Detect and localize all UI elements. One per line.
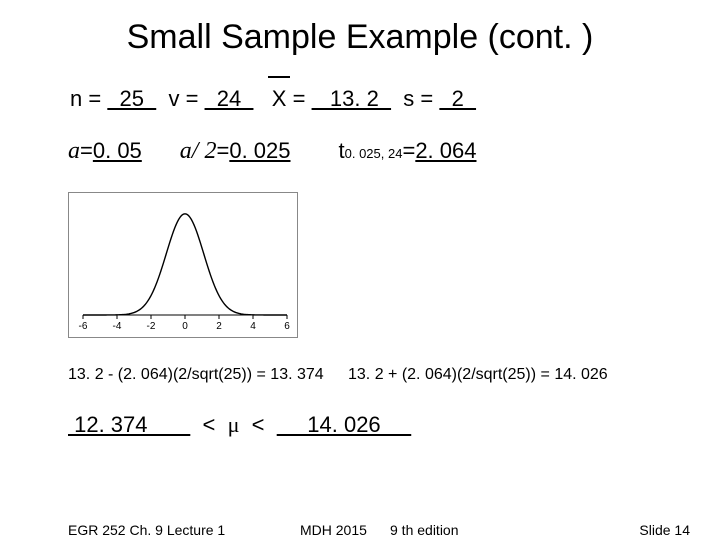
ci-lower: 12. 374 xyxy=(68,412,190,438)
v-label: v = xyxy=(156,86,204,112)
parameters-row: n = 25 v = 24 X = 13. 2 s = 2 xyxy=(70,86,476,112)
bell-curve-svg: -6 -4 -2 0 2 4 6 xyxy=(69,193,297,337)
confidence-interval-row: 12. 374 < μ < 14. 026 xyxy=(68,412,411,438)
alpha-symbol: a xyxy=(68,138,80,165)
footer-edition: 9 th edition xyxy=(390,522,459,538)
svg-text:0: 0 xyxy=(182,321,188,332)
alpha2-eq: = xyxy=(216,138,229,164)
calc-upper: 13. 2 + (2. 064)(2/sqrt(25)) = 14. 026 xyxy=(348,366,668,384)
lt2: < xyxy=(239,412,276,438)
n-label: n = xyxy=(70,86,107,112)
s-label: s = xyxy=(391,86,439,112)
bar-overline xyxy=(268,76,290,78)
alpha-half-value: 0. 025 xyxy=(229,138,290,164)
spacer xyxy=(253,86,271,112)
alpha-value: 0. 05 xyxy=(93,138,142,164)
alpha-row: a = 0. 05 a / 2 = 0. 025 t 0. 025, 24 = … xyxy=(68,138,476,165)
footer-mid: MDH 2015 xyxy=(300,522,367,538)
svg-text:-6: -6 xyxy=(79,321,88,332)
t-subscript: 0. 025, 24 xyxy=(345,146,403,161)
lt1: < xyxy=(190,412,227,438)
mu-symbol: μ xyxy=(228,412,240,438)
calc-lower: 13. 2 - (2. 064)(2/sqrt(25)) = 13. 374 xyxy=(68,366,348,384)
bell-curve-chart: -6 -4 -2 0 2 4 6 xyxy=(68,192,298,338)
n-value: 25 xyxy=(107,86,156,112)
svg-text:6: 6 xyxy=(284,321,290,332)
t-value: 2. 064 xyxy=(415,138,476,164)
ci-upper: 14. 026 xyxy=(277,412,412,438)
x-value: 13. 2 xyxy=(312,86,392,112)
svg-text:4: 4 xyxy=(250,321,256,332)
svg-text:2: 2 xyxy=(216,321,222,332)
x-letter: X xyxy=(272,86,287,111)
alpha2-symbol: a xyxy=(180,138,192,165)
svg-text:-4: -4 xyxy=(113,321,122,332)
slide-title: Small Sample Example (cont. ) xyxy=(0,18,720,57)
footer-slide-num: Slide 14 xyxy=(639,522,690,538)
x-eq: = xyxy=(286,86,311,112)
over-two: / 2 xyxy=(192,138,217,165)
t-eq: = xyxy=(402,138,415,164)
s-value: 2 xyxy=(439,86,476,112)
footer-course: EGR 252 Ch. 9 Lecture 1 xyxy=(68,522,225,538)
alpha-eq: = xyxy=(80,138,93,164)
x-bar-symbol: X xyxy=(272,86,287,112)
svg-text:-2: -2 xyxy=(147,321,156,332)
calculation-row: 13. 2 - (2. 064)(2/sqrt(25)) = 13. 374 1… xyxy=(68,366,668,384)
v-value: 24 xyxy=(205,86,254,112)
